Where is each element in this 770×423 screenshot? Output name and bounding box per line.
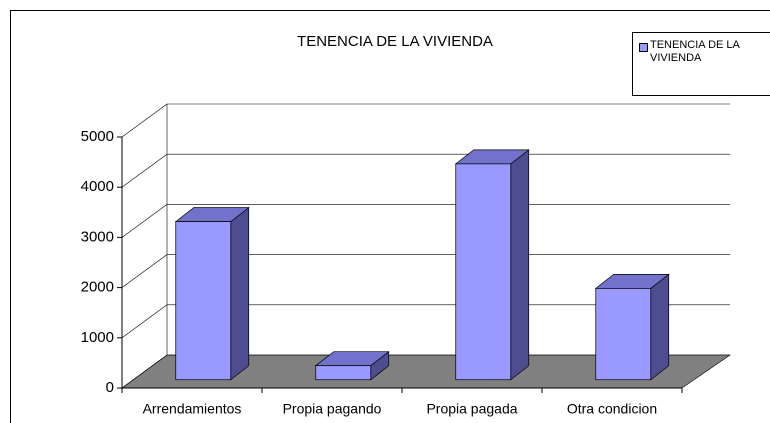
grid-line bbox=[121, 354, 168, 389]
y-tick-label: 4000 bbox=[81, 178, 114, 195]
y-tick-label: 1000 bbox=[81, 329, 114, 346]
legend: TENENCIA DE LA VIVIENDA bbox=[632, 32, 770, 96]
y-tick-label: 2000 bbox=[81, 279, 114, 296]
y-tick-label: 3000 bbox=[81, 228, 114, 245]
bar bbox=[455, 163, 512, 381]
x-tick-label: Propia pagando bbox=[283, 401, 382, 417]
bar-side bbox=[510, 149, 530, 381]
grid-line bbox=[121, 153, 168, 188]
grid-line bbox=[121, 304, 168, 339]
grid-line bbox=[121, 204, 168, 238]
y-tick-label: 5000 bbox=[81, 128, 114, 145]
chart-title: TENENCIA DE LA VIVIENDA bbox=[297, 33, 493, 50]
bar bbox=[315, 365, 372, 381]
bar bbox=[595, 288, 652, 381]
y-tick-label: 0 bbox=[106, 379, 114, 396]
x-tick-label: Propia pagada bbox=[426, 401, 517, 417]
legend-swatch bbox=[639, 43, 648, 52]
legend-label: TENENCIA DE LA VIVIENDA bbox=[650, 39, 740, 64]
grid-line bbox=[121, 103, 168, 138]
x-tick-label: Arrendamientos bbox=[143, 401, 242, 417]
bar-side bbox=[230, 206, 250, 381]
grid-line bbox=[121, 254, 168, 288]
x-tick-label: Otra condicion bbox=[567, 401, 657, 417]
bar-side bbox=[650, 273, 670, 381]
bar bbox=[175, 221, 232, 381]
